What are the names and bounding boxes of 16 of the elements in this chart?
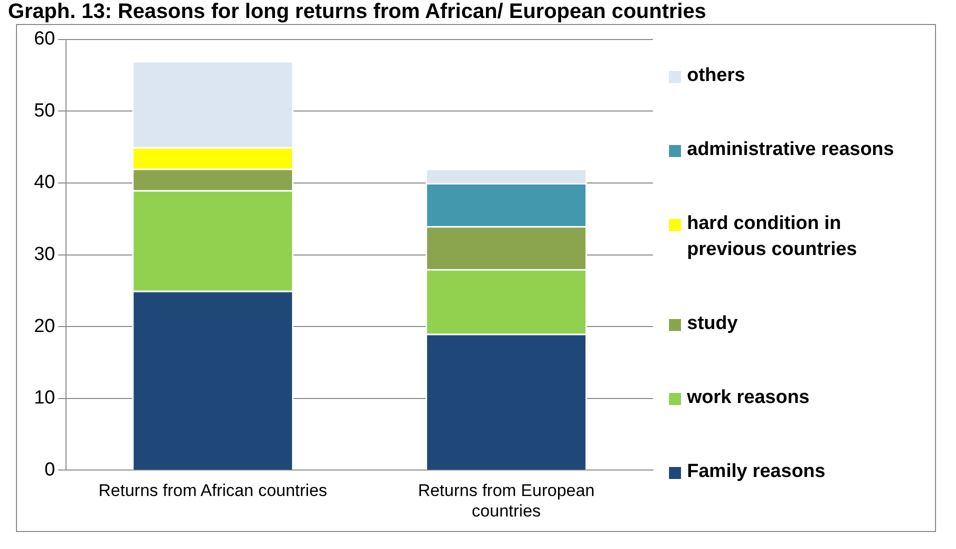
y-tick-label: 10 [34,388,56,409]
y-tick-label: 30 [34,244,56,266]
legend-label: hard condition in previous countries [687,212,858,262]
legend-label: work reasons [687,386,810,410]
legend-label: others [687,64,746,88]
y-tick-label: 20 [34,316,56,337]
x-tick-label: Returns from African countries [98,481,328,500]
y-tick-label: 50 [34,100,56,122]
legend-label: Family reasons [687,460,826,484]
legend-label: study [687,312,738,336]
x-tick-label: Returns from European countries [418,481,595,520]
chart-title: Graph. 13: Reasons for long returns from African/ European countries [8,0,708,24]
y-tick-label: 0 [44,459,56,480]
legend-label: administrative reasons [687,138,894,162]
y-tick-label: 40 [34,172,56,194]
y-tick-label: 60 [34,28,56,50]
